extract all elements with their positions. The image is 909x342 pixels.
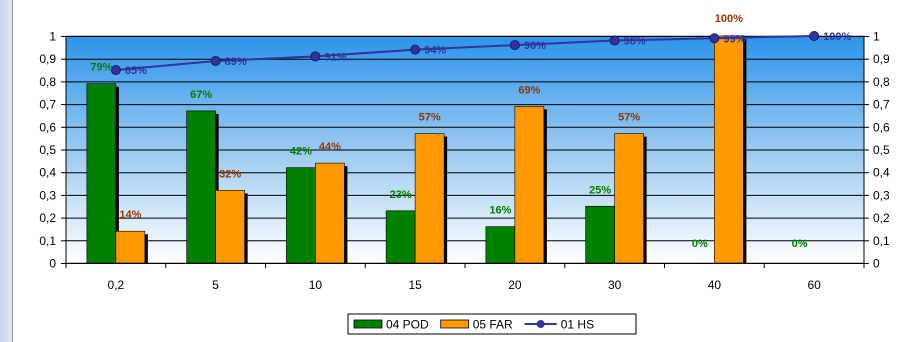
hs-line [115, 35, 815, 72]
far-bar [115, 230, 146, 264]
pod-data-label: 67% [190, 89, 212, 101]
y-tick-label-left: 0,5 [39, 143, 56, 157]
pod-data-label: 79% [90, 62, 112, 74]
far-data-label: 100% [715, 13, 743, 25]
y-tick-label-right: 0,6 [873, 120, 890, 134]
pod-data-label: 42% [290, 146, 312, 158]
y-tick-label-left: 0,8 [39, 75, 56, 89]
far-data-label: 44% [319, 141, 341, 153]
y-tick-label-right: 0,5 [873, 143, 890, 157]
y-tick-label-right: 0,9 [873, 52, 890, 66]
legend-swatch-hs-point [536, 320, 545, 328]
hs-point [509, 40, 520, 51]
pod-bar [86, 83, 117, 264]
pod-data-label: 0% [692, 238, 708, 250]
y-tick-label-right: 0,1 [873, 234, 890, 248]
pod-bar [385, 210, 416, 264]
far-bar [414, 133, 445, 264]
far-data-label: 57% [419, 112, 441, 124]
hs-data-label: 99% [723, 33, 745, 45]
x-tick-label: 0,2 [108, 278, 125, 292]
hs-data-label: 96% [524, 40, 546, 52]
x-tick-label: 5 [212, 278, 219, 292]
legend-swatch-pod [353, 319, 383, 329]
hs-point [809, 31, 820, 41]
pod-bar [485, 226, 516, 264]
legend-label-pod: 04 POD [386, 318, 429, 332]
y-tick-label-right: 0 [873, 257, 880, 271]
pod-bar [286, 167, 316, 264]
y-tick-label-right: 1 [873, 30, 880, 44]
y-tick-label-left: 0,7 [39, 98, 56, 112]
hs-data-label: 85% [125, 65, 147, 77]
y-tick-label-right: 0,2 [873, 211, 890, 225]
hs-data-label: 100% [823, 31, 851, 43]
pod-data-label: 0% [792, 238, 808, 250]
legend-box [347, 313, 637, 335]
y-tick-label-left: 0,2 [39, 211, 56, 225]
pod-data-label: 16% [489, 205, 511, 217]
far-data-label: 57% [618, 112, 640, 124]
x-tick-label: 30 [608, 278, 622, 292]
far-bar [315, 162, 345, 264]
hs-data-label: 98% [624, 36, 646, 48]
y-tick-label-left: 0,4 [39, 166, 56, 180]
hs-point [410, 44, 421, 55]
y-tick-label-left: 0,6 [39, 120, 56, 134]
pod-data-label: 25% [589, 184, 611, 196]
y-tick-label-left: 1 [49, 30, 56, 44]
pod-data-label: 23% [390, 189, 412, 201]
hs-point [609, 35, 620, 46]
far-data-label: 69% [518, 84, 540, 96]
far-bar [514, 106, 545, 264]
far-bar [215, 190, 245, 264]
y-tick-label-right: 0,8 [873, 75, 890, 89]
x-tick-label: 40 [708, 278, 722, 292]
legend-swatch-far [440, 319, 470, 329]
x-tick-label: 10 [309, 278, 323, 292]
far-data-label: 14% [119, 209, 141, 221]
y-tick-label-left: 0 [49, 257, 56, 271]
far-data-label: 32% [219, 168, 241, 180]
hs-point [310, 51, 321, 62]
y-tick-label-right: 0,3 [873, 188, 890, 202]
y-tick-label-left: 0,9 [39, 52, 56, 66]
legend-label-hs: 01 HS [561, 318, 594, 332]
hs-point [110, 65, 121, 76]
y-tick-label-right: 0,7 [873, 98, 890, 112]
hs-point [709, 33, 720, 44]
hs-data-label: 89% [225, 56, 247, 68]
y-tick-label-right: 0,4 [873, 166, 890, 180]
hs-data-label: 91% [324, 51, 346, 63]
y-tick-label-left: 0,1 [39, 234, 56, 248]
legend-label-far: 05 FAR [473, 318, 513, 332]
x-tick-label: 20 [508, 278, 522, 292]
x-tick-label: 15 [408, 278, 422, 292]
hs-data-label: 94% [424, 45, 446, 57]
pod-bar [186, 110, 216, 264]
far-bar [714, 35, 744, 264]
far-bar [614, 133, 644, 264]
pod-bar [585, 205, 615, 264]
hs-point [210, 55, 221, 66]
y-tick-label-left: 0,3 [39, 188, 56, 202]
x-tick-label: 60 [807, 278, 821, 292]
